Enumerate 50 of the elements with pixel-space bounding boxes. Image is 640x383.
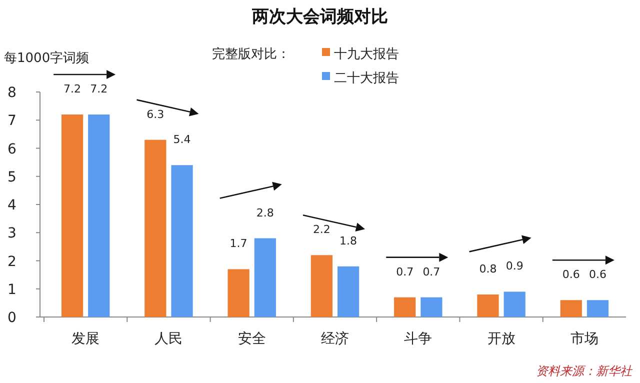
data-label: 7.2 — [90, 82, 108, 96]
bar — [144, 140, 166, 317]
data-label: 0.6 — [588, 268, 606, 282]
bar — [420, 297, 442, 317]
y-tick-label: 8 — [8, 85, 16, 101]
x-tick-label: 经济 — [321, 331, 349, 347]
data-label: 6.3 — [146, 108, 164, 121]
y-tick-label: 2 — [8, 254, 16, 270]
x-tick-label: 安全 — [238, 331, 266, 347]
data-label: 1.8 — [340, 234, 358, 248]
data-label: 2.8 — [256, 206, 274, 220]
data-label: 0.6 — [562, 268, 580, 282]
x-tick-label: 发展 — [72, 331, 100, 347]
data-label: 5.4 — [173, 133, 191, 146]
y-tick-label: 3 — [8, 226, 16, 242]
bar — [228, 269, 250, 317]
y-tick-label: 5 — [8, 169, 16, 186]
text: 资料来源：新华社 — [536, 364, 633, 378]
x-tick-label: 市场 — [570, 331, 598, 347]
bar — [477, 294, 499, 317]
bar — [310, 255, 333, 317]
chart-title: 两次大会词频对比 — [251, 7, 388, 27]
x-tick-label: 斗争 — [404, 331, 432, 347]
bar — [394, 297, 416, 317]
y-tick-label: 0 — [8, 310, 16, 326]
bar — [254, 238, 276, 317]
data-label: 0.7 — [422, 265, 440, 278]
bar — [504, 292, 526, 317]
x-tick-label: 开放 — [487, 331, 516, 347]
data-label: 0.7 — [396, 265, 414, 278]
y-tick-label: 6 — [8, 141, 17, 158]
data-label: 7.2 — [64, 82, 82, 96]
data-label: 0.8 — [479, 262, 497, 276]
x-tick-label: 人民 — [154, 331, 183, 347]
legend-title: 完整版对比： — [212, 46, 290, 62]
bar — [337, 266, 360, 317]
y-tick-label: 4 — [8, 198, 17, 214]
bar — [61, 114, 84, 317]
y-tick-label: 7 — [8, 113, 16, 130]
y-tick-label: 1 — [8, 282, 16, 298]
bar — [586, 300, 609, 317]
data-label: 0.9 — [506, 260, 524, 273]
legend-label: 二十大报告 — [334, 71, 399, 86]
y-axis-title: 每1000字词频 — [4, 50, 90, 66]
bar — [171, 165, 193, 317]
bar — [88, 114, 110, 317]
data-label: 2.2 — [312, 223, 330, 236]
legend-label: 十九大报告 — [334, 47, 399, 62]
data-label: 1.7 — [230, 237, 248, 250]
bar — [560, 300, 582, 317]
